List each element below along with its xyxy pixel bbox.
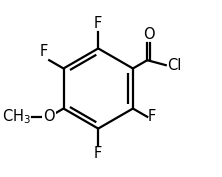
Text: F: F xyxy=(40,44,48,59)
Text: O: O xyxy=(143,27,154,42)
Text: F: F xyxy=(94,16,102,31)
Text: CH$_3$: CH$_3$ xyxy=(2,107,31,126)
Text: O: O xyxy=(43,109,55,124)
Text: F: F xyxy=(94,146,102,161)
Text: Cl: Cl xyxy=(167,58,181,73)
Text: F: F xyxy=(148,109,156,124)
